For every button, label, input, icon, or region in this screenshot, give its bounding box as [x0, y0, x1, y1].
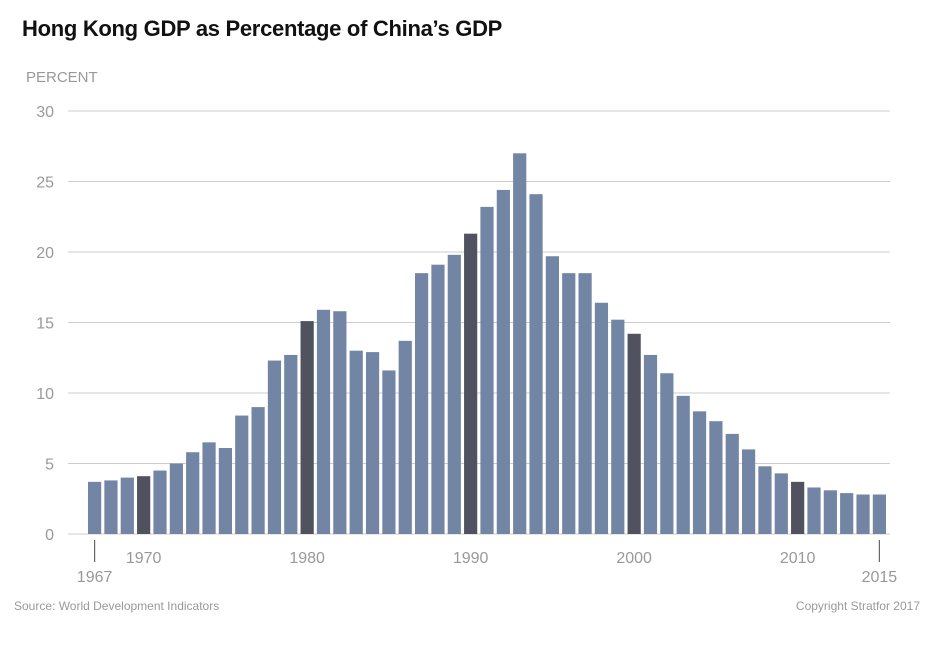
y-tick-label: 5 — [45, 457, 54, 474]
bar-2007 — [742, 449, 756, 534]
x-tick-label: 1970 — [126, 550, 162, 567]
bar-1981 — [316, 309, 331, 534]
source-note: Source: World Development Indicators — [14, 599, 220, 613]
x-tick-label: 1990 — [453, 550, 489, 567]
x-tick-label: 1967 — [77, 569, 113, 586]
bar-1993 — [513, 153, 527, 535]
bars — [88, 153, 886, 535]
bar-2004 — [692, 411, 707, 534]
bar-2014 — [856, 494, 870, 534]
bar-1992 — [496, 189, 510, 534]
x-axis: 1970 1980 1990 2000 2010 1967 2015 — [77, 540, 897, 586]
bar-2000 — [627, 333, 641, 534]
y-tick-label: 25 — [36, 175, 54, 192]
y-tick-label: 20 — [36, 245, 54, 262]
y-tick-label: 10 — [36, 386, 54, 403]
bar-1984 — [365, 352, 380, 534]
bar-2006 — [725, 433, 739, 534]
bar-2008 — [758, 466, 772, 534]
bar-1967 — [88, 481, 102, 534]
bar-1975 — [218, 447, 232, 534]
bar-1979 — [284, 354, 298, 534]
bar-1998 — [594, 302, 609, 534]
bar-1989 — [447, 254, 461, 534]
bar-2011 — [807, 487, 821, 534]
bar-1988 — [431, 264, 445, 534]
bar-2010 — [791, 481, 805, 534]
bar-1986 — [398, 340, 412, 534]
bar-1968 — [104, 480, 118, 534]
y-tick-label: 30 — [36, 104, 54, 121]
bar-1985 — [382, 370, 396, 534]
bar-1972 — [169, 463, 183, 534]
bar-1976 — [235, 415, 249, 534]
bar-1991 — [480, 206, 494, 534]
bar-1982 — [333, 311, 347, 534]
y-tick-label: 15 — [36, 316, 54, 333]
bar-2013 — [840, 493, 854, 534]
bar-1971 — [153, 470, 167, 534]
bar-2003 — [676, 395, 690, 534]
bar-1980 — [300, 321, 314, 534]
bar-1983 — [349, 350, 363, 534]
x-tick-label: 1980 — [289, 550, 325, 567]
bar-1987 — [415, 273, 429, 534]
bar-1990 — [464, 233, 478, 535]
copyright-note: Copyright Stratfor 2017 — [795, 599, 920, 613]
bar-1995 — [545, 256, 559, 534]
bar-1970 — [137, 476, 151, 534]
bar-1977 — [251, 407, 265, 534]
x-tick-label: 2000 — [616, 550, 652, 567]
bar-2015 — [872, 494, 886, 534]
bar-2001 — [643, 354, 658, 534]
bar-1997 — [578, 273, 592, 534]
y-tick-label: 0 — [45, 527, 54, 544]
bar-2002 — [660, 373, 674, 534]
x-tick-label: 2010 — [780, 550, 816, 567]
chart-title: Hong Kong GDP as Percentage of China’s G… — [22, 16, 503, 41]
bar-1974 — [202, 442, 216, 534]
bar-1978 — [267, 360, 282, 534]
bar-1994 — [529, 194, 543, 534]
bar-1969 — [120, 477, 134, 534]
y-axis-unit-label: PERCENT — [26, 69, 98, 86]
bar-1973 — [186, 452, 200, 534]
bar-1996 — [562, 273, 576, 534]
bar-2012 — [823, 490, 837, 534]
bar-2009 — [774, 473, 788, 534]
bar-1999 — [611, 319, 625, 534]
x-tick-label: 2015 — [862, 569, 898, 586]
bar-2005 — [709, 421, 723, 534]
